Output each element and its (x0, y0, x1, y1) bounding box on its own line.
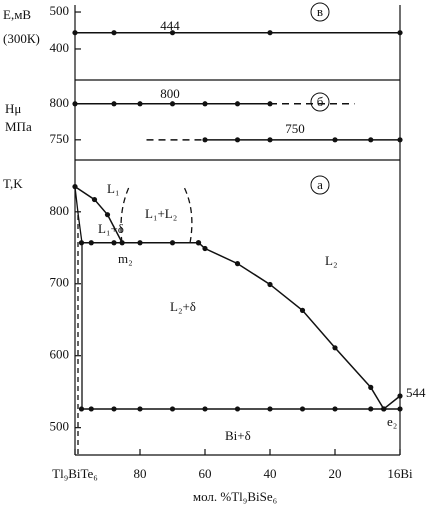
frame (74, 5, 401, 456)
region-label: m₂ (118, 251, 133, 266)
data-point (137, 406, 143, 412)
series-label: 444 (160, 18, 180, 33)
data-point (91, 196, 98, 203)
y-tick-label: 500 (50, 419, 70, 434)
y-tick-label: 800 (50, 203, 70, 218)
data-point (72, 184, 78, 190)
y-tick-label: 700 (50, 275, 70, 290)
data-point (267, 30, 273, 36)
panel-label-circle (310, 92, 330, 112)
data-point (368, 406, 374, 412)
data-point (234, 101, 241, 107)
y-tick-label: 400 (50, 40, 70, 55)
region-label: e₂ (387, 414, 397, 429)
region-label: L₁+L₂ (145, 206, 177, 221)
data-point (169, 406, 176, 412)
data-point (111, 240, 117, 246)
data-point (299, 307, 306, 313)
data-point (202, 245, 208, 252)
panel-label: б (317, 94, 324, 109)
panel-label-circle (310, 2, 330, 22)
data-point (111, 30, 117, 36)
y-axis-label: (300К) (3, 31, 40, 46)
x-tick-label: 20 (329, 466, 342, 481)
series-line (383, 395, 401, 410)
x-tick-label: 40 (264, 466, 277, 481)
data-point (381, 406, 387, 412)
data-point (332, 137, 338, 143)
data-point (202, 137, 208, 143)
data-point (104, 212, 111, 218)
data-point (234, 406, 241, 412)
data-point (234, 137, 241, 143)
data-point (137, 101, 143, 107)
y-axis-label: E,мВ (3, 7, 31, 22)
data-point (368, 137, 374, 143)
region-label: L₁ (107, 181, 119, 196)
data-point (202, 101, 208, 107)
series-label: 800 (160, 86, 180, 101)
x-tick-label: 16Bi (387, 466, 413, 481)
data-point (397, 137, 403, 143)
data-point (234, 261, 241, 267)
data-point (332, 345, 338, 351)
x-tick-label: 60 (199, 466, 212, 481)
data-point (267, 281, 273, 288)
phase-boundaries (74, 184, 193, 455)
data-point (111, 101, 117, 107)
y-axis-label: T,K (3, 176, 23, 191)
data-point (88, 240, 94, 246)
y-axis-label: Hμ (5, 101, 21, 116)
data-point (397, 406, 403, 412)
y-tick-label: 750 (50, 131, 70, 146)
data-point (111, 406, 117, 412)
region-label: L₁+δ (98, 221, 124, 236)
data-point (72, 30, 78, 36)
panel-label: в (317, 4, 323, 19)
data-point (195, 240, 202, 246)
data-point (169, 30, 176, 36)
data-point (267, 406, 273, 412)
data-point (397, 30, 403, 36)
region-label: Bi+δ (225, 428, 251, 443)
y-tick-label: 600 (50, 347, 70, 362)
series-line (198, 242, 385, 410)
data-point (397, 393, 403, 399)
data-point (332, 406, 338, 412)
data-point (267, 137, 273, 143)
data-point (202, 406, 208, 412)
data-point (72, 101, 78, 107)
x-tick-label: Tl₉BiTe₆ (52, 466, 98, 481)
value-label: 544 (406, 385, 426, 400)
region-label: L₂ (325, 253, 337, 268)
region-label: L₂+δ (170, 299, 196, 314)
data-point (368, 384, 374, 390)
series-line (74, 185, 123, 244)
y-tick-label: 800 (50, 95, 70, 110)
data-point (169, 240, 176, 246)
series-label: 750 (285, 121, 305, 136)
x-tick-label: 80 (134, 466, 147, 481)
data-point (169, 101, 176, 107)
y-tick-label: 500 (50, 3, 70, 18)
panel-label-circle (310, 175, 330, 195)
panel-label: а (317, 177, 323, 192)
data-point (299, 406, 306, 412)
y-axis-label: МПа (5, 119, 32, 134)
x-axis-label: мол. %Tl₉BiSe₆ (193, 489, 277, 504)
data-point (88, 406, 94, 412)
data-point (137, 240, 143, 246)
data-point (78, 240, 85, 246)
data-point (78, 406, 85, 412)
